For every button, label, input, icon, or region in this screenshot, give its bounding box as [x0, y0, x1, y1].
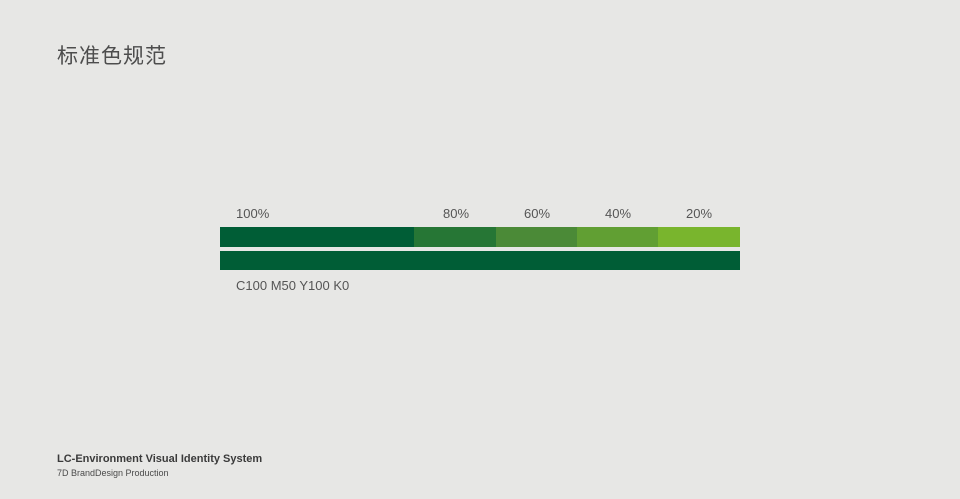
tint-label-60: 60%: [523, 206, 551, 221]
tint-block-60: [496, 227, 577, 247]
tint-block-40: [577, 227, 658, 247]
solid-color-bar: [220, 251, 740, 270]
tint-block-100: [220, 227, 414, 247]
color-spec-text: C100 M50 Y100 K0: [236, 278, 350, 293]
footer: LC-Environment Visual Identity System 7D…: [57, 452, 262, 480]
tint-label-40: 40%: [604, 206, 632, 221]
page-title: 标准色规范: [57, 44, 167, 68]
footer-subtitle: 7D BrandDesign Production: [57, 468, 169, 478]
footer-title: LC-Environment Visual Identity System: [57, 453, 263, 465]
standard-color-swatch: 100% 80% 60% 40% 20% C100 M50 Y100 K0: [220, 200, 740, 300]
tint-label-20: 20%: [685, 206, 713, 221]
tint-label-80: 80%: [442, 206, 470, 221]
tint-block-20: [658, 227, 740, 247]
tint-labels: 100% 80% 60% 40% 20%: [220, 200, 740, 228]
tint-label-100: 100%: [236, 206, 270, 221]
tint-strip: [220, 227, 740, 247]
tint-block-80: [414, 227, 496, 247]
